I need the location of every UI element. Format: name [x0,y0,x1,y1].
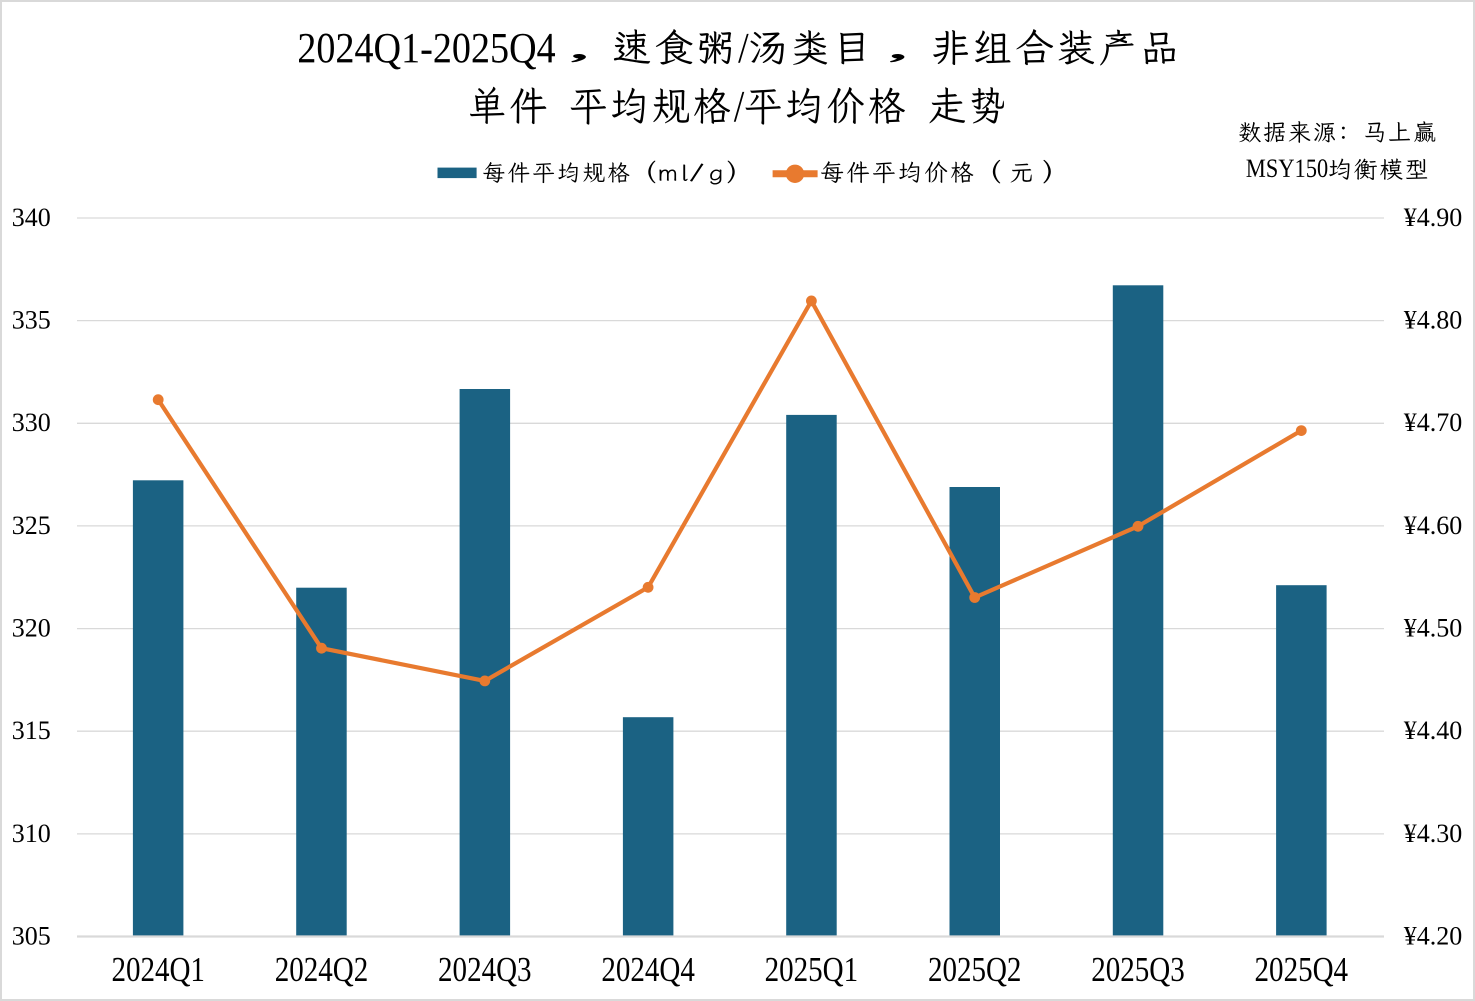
svg-text:¥4.30: ¥4.30 [1404,819,1463,848]
svg-text:2024Q4: 2024Q4 [601,951,695,989]
svg-text:¥4.90: ¥4.90 [1404,203,1463,232]
svg-text:305: 305 [12,921,51,950]
svg-text:315: 315 [12,716,51,745]
svg-text:2024Q3: 2024Q3 [438,951,532,989]
svg-text:2025Q3: 2025Q3 [1091,951,1185,989]
svg-text:¥4.70: ¥4.70 [1404,408,1463,437]
svg-text:340: 340 [12,203,51,232]
svg-text:2025Q1: 2025Q1 [765,951,859,989]
svg-text:310: 310 [12,819,51,848]
svg-text:¥4.50: ¥4.50 [1404,614,1463,643]
svg-text:¥4.80: ¥4.80 [1404,306,1463,335]
svg-text:¥4.20: ¥4.20 [1404,921,1463,950]
svg-text:325: 325 [12,511,51,540]
svg-text:2025Q2: 2025Q2 [928,951,1022,989]
svg-text:2024Q2: 2024Q2 [275,951,369,989]
svg-text:330: 330 [12,408,51,437]
svg-text:320: 320 [12,614,51,643]
svg-text:¥4.60: ¥4.60 [1404,511,1463,540]
svg-text:2025Q4: 2025Q4 [1255,951,1349,989]
svg-text:¥4.40: ¥4.40 [1404,716,1463,745]
svg-text:2024Q1: 2024Q1 [111,951,205,989]
svg-text:335: 335 [12,306,51,335]
